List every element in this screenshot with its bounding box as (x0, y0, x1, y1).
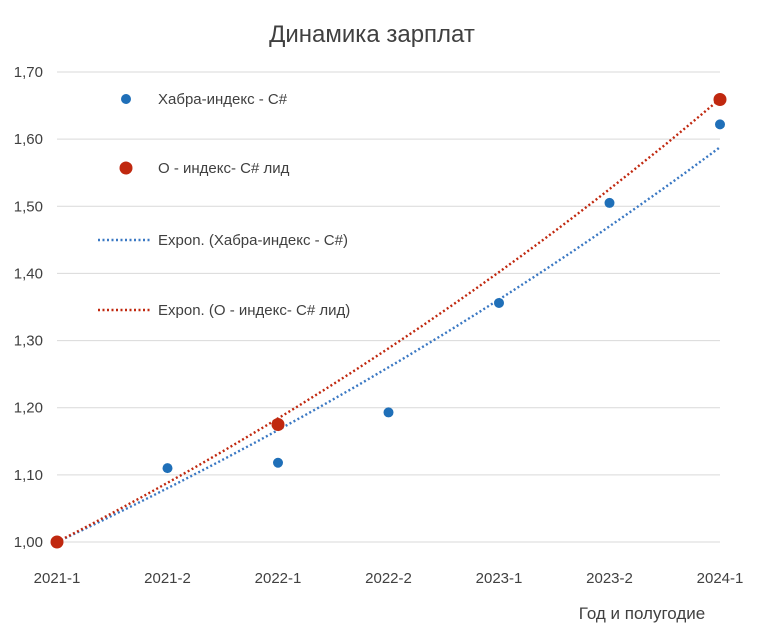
x-tick-label: 2023-1 (476, 570, 523, 587)
data-point-series-1 (494, 297, 504, 308)
trendline-2 (56, 97, 721, 544)
x-tick-label: 2023-2 (586, 570, 633, 587)
x-tick-label: 2022-1 (255, 570, 302, 587)
data-points (50, 93, 727, 549)
x-axis-label: Год и полугодие (579, 604, 706, 623)
y-tick-label: 1,60 (14, 131, 43, 148)
y-tick-label: 1,30 (14, 333, 43, 350)
x-tick-label: 2022-2 (365, 570, 412, 587)
data-point-series-1 (715, 119, 725, 130)
x-tick-label: 2021-1 (34, 570, 81, 587)
legend-label: Expon. (Хабра-индекс - C#) (158, 232, 348, 249)
legend-marker (121, 94, 131, 104)
data-point-series-1 (383, 407, 394, 418)
data-point-series-1 (604, 197, 615, 208)
data-point-series-2 (713, 93, 727, 107)
y-tick-label: 1,10 (14, 467, 43, 484)
y-tick-label: 1,40 (14, 265, 43, 282)
x-tick-label: 2024-1 (697, 570, 744, 587)
legend: Хабра-индекс - C# О - индекс- C# лид Expon… (98, 91, 350, 319)
trendline-1 (56, 146, 721, 544)
legend-label: О - индекс- C# лид (158, 160, 290, 177)
data-point-series-1 (162, 463, 173, 474)
legend-label: Хабра-индекс - C# (158, 91, 288, 108)
x-axis-ticks: 2021-1 2021-2 2022-1 2022-2 2023-1 2023-2 2024… (34, 570, 744, 587)
data-point-series-2 (271, 418, 285, 431)
chart-title: Динамика зарплат (269, 21, 475, 48)
y-tick-label: 1,00 (14, 534, 43, 551)
legend-label: Expon. (О - индекс- C# лид) (158, 302, 350, 319)
legend-marker (119, 161, 133, 175)
x-tick-label: 2021-2 (144, 570, 191, 587)
y-tick-label: 1,20 (14, 400, 43, 417)
trendlines (56, 97, 721, 544)
gridlines (57, 71, 720, 543)
data-point-series-2 (50, 535, 64, 549)
y-axis-ticks: 1,00 1,10 1,20 1,30 1,40 1,50 1,60 1,70 (14, 64, 43, 551)
data-point-series-1 (273, 457, 283, 468)
y-tick-label: 1,50 (14, 198, 43, 215)
y-tick-label: 1,70 (14, 64, 43, 81)
